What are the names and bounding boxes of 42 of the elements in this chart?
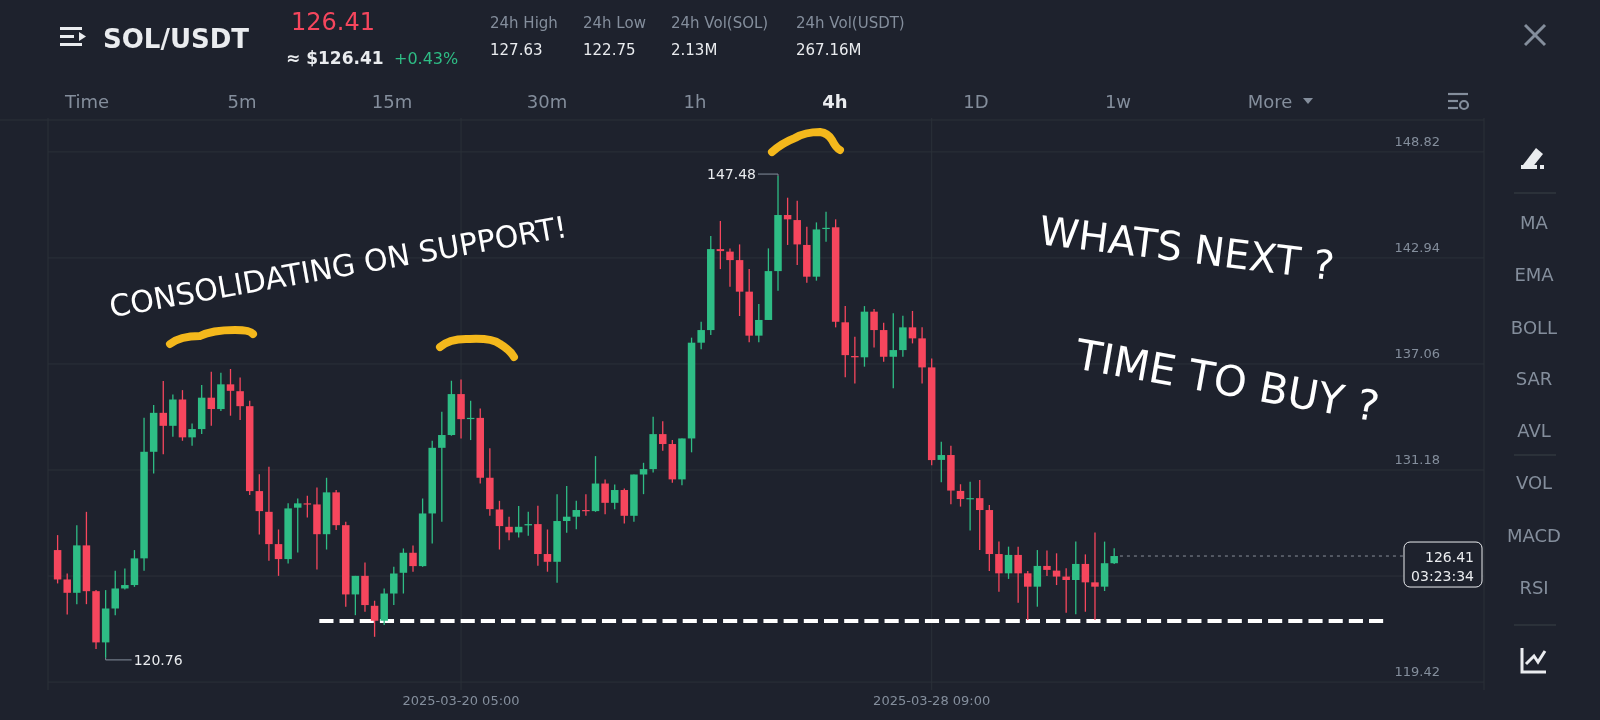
x-tick-label: 2025-03-20 05:00 bbox=[402, 693, 520, 708]
annotation: 03:23:34 bbox=[1411, 568, 1475, 584]
annotation: 147.48 bbox=[707, 166, 757, 183]
ref-line-label: 126.41 bbox=[1425, 549, 1474, 566]
text: AVL bbox=[1517, 420, 1551, 441]
text: More bbox=[1247, 91, 1293, 112]
annotation: TIME TO BUY ? bbox=[1071, 329, 1383, 432]
text: BOLL bbox=[1510, 317, 1558, 338]
annotation: 120.76 bbox=[133, 651, 183, 668]
text: RSI bbox=[1519, 577, 1549, 598]
y-tick-label: 142.94 bbox=[1394, 239, 1440, 255]
text: 1w bbox=[1104, 91, 1132, 112]
text: 24h Vol(USDT) bbox=[796, 14, 905, 32]
y-tick-label: 137.06 bbox=[1394, 345, 1440, 361]
text: VOL bbox=[1515, 472, 1553, 493]
y-tick-label: 119.42 bbox=[1394, 664, 1440, 680]
text: 1D bbox=[963, 91, 989, 112]
text: MA bbox=[1520, 212, 1549, 233]
text: SAR bbox=[1515, 368, 1553, 389]
text: 126.41 bbox=[291, 8, 375, 36]
y-tick-label: 148.82 bbox=[1394, 133, 1440, 149]
text: 1h bbox=[683, 91, 707, 112]
text: 267.16M bbox=[796, 41, 862, 59]
chart-title: SOL/USDT bbox=[103, 24, 250, 54]
x-tick-label: 2025-03-28 09:00 bbox=[873, 693, 991, 708]
text: 2.13M bbox=[671, 41, 718, 59]
text: 15m bbox=[371, 91, 413, 112]
text: Time bbox=[63, 91, 110, 112]
text: 5m bbox=[227, 91, 257, 112]
text: 30m bbox=[526, 91, 568, 112]
text: 24h Low bbox=[583, 14, 646, 32]
text: +0.43% bbox=[394, 49, 459, 68]
text: EMA bbox=[1514, 264, 1555, 285]
text: 127.63 bbox=[490, 41, 543, 59]
text: ≈ $126.41 bbox=[286, 48, 384, 68]
text: 24h High bbox=[490, 14, 558, 32]
text: 122.75 bbox=[583, 41, 636, 59]
annotation: WHATS NEXT ? bbox=[1036, 207, 1337, 290]
text: MACD bbox=[1507, 525, 1561, 546]
text: 4h bbox=[822, 91, 848, 112]
text: 24h Vol(SOL) bbox=[671, 14, 769, 32]
y-tick-label: 131.18 bbox=[1394, 452, 1440, 467]
